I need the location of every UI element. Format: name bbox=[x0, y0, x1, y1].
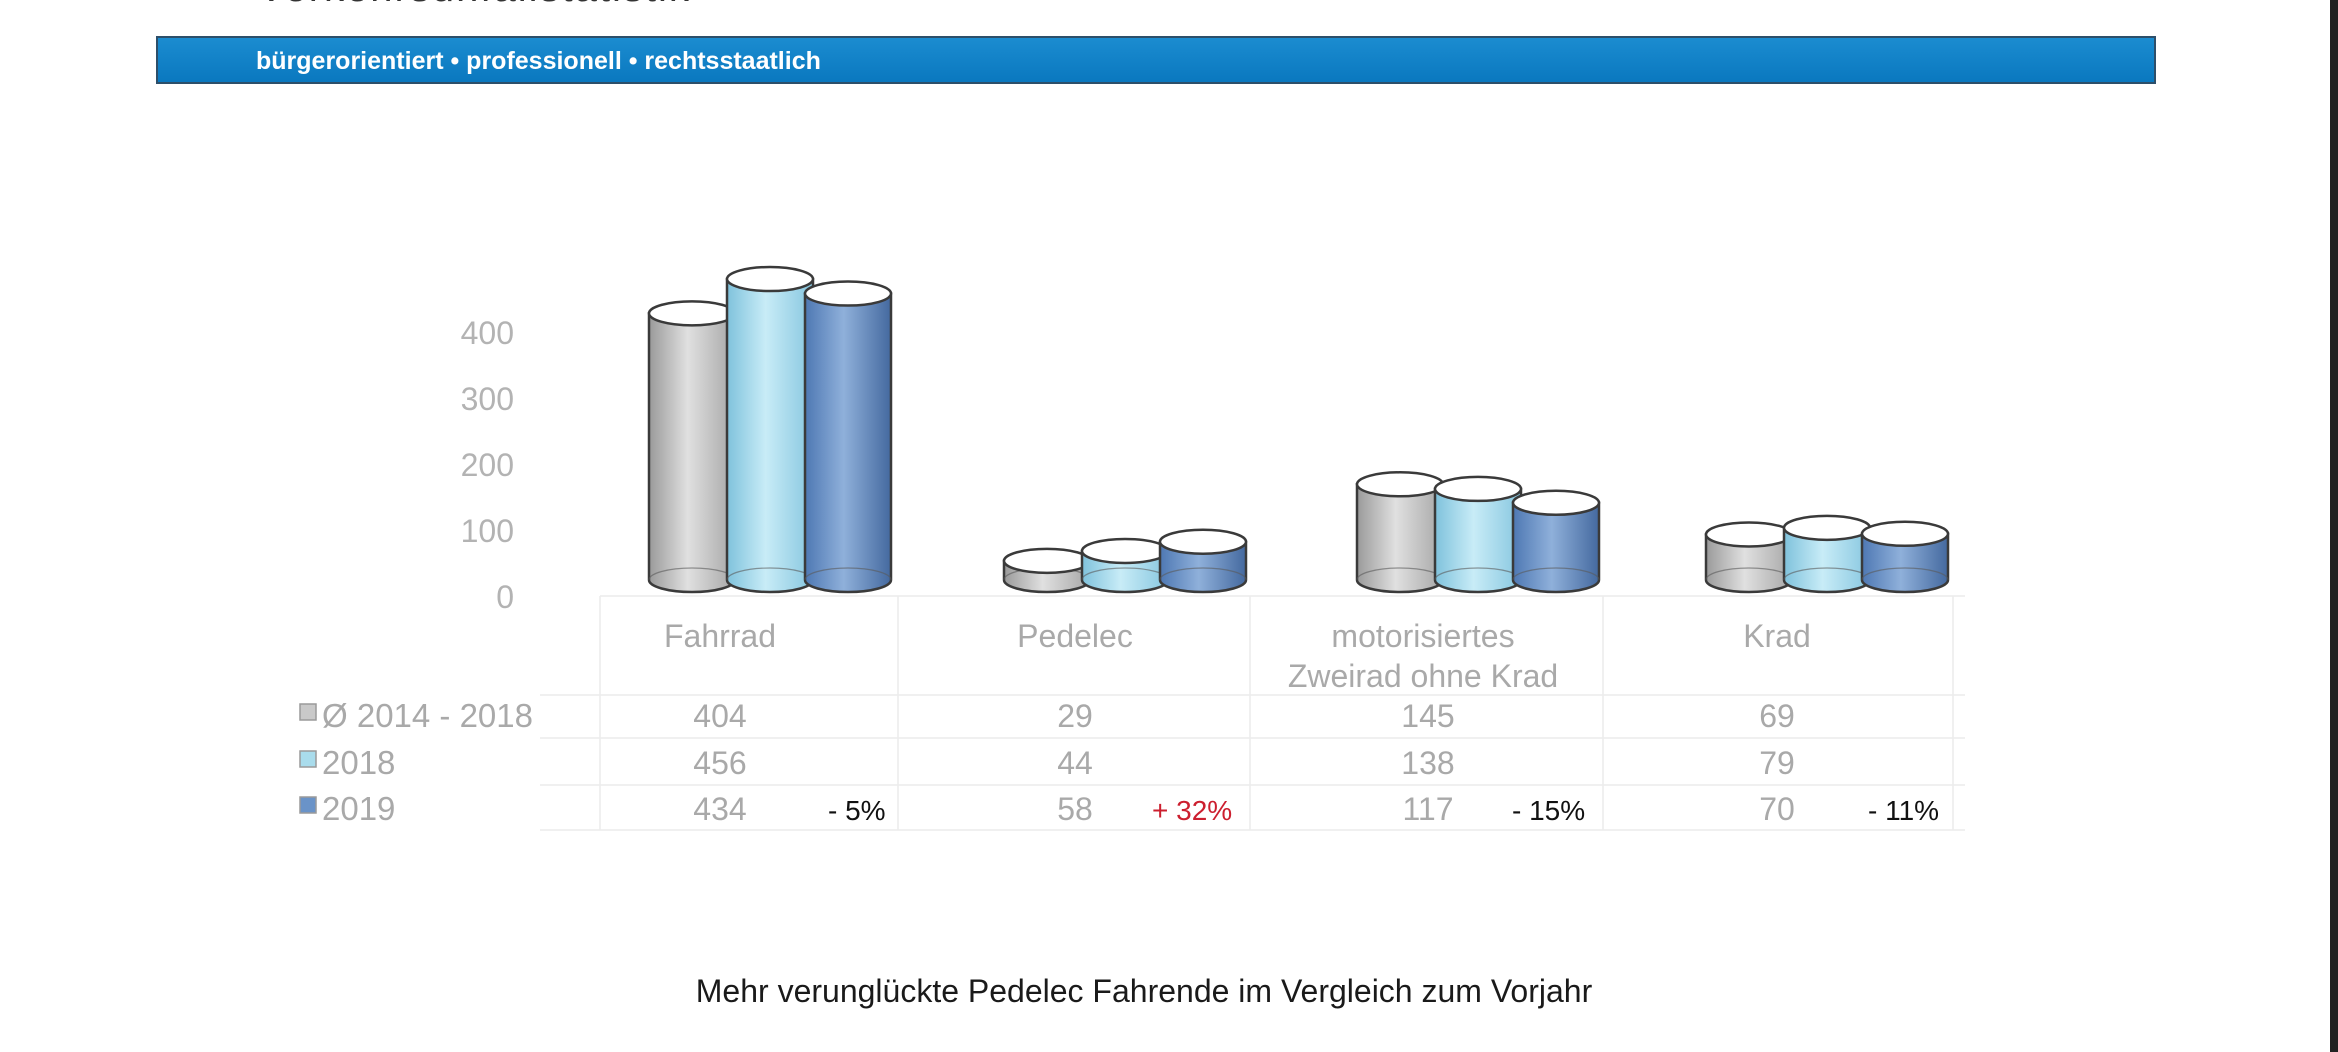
category-label: Pedelec bbox=[1017, 618, 1133, 654]
category-label: motorisiertes Zweirad ohne Krad bbox=[1288, 618, 1558, 694]
table-cell: 117 bbox=[1402, 791, 1453, 827]
bar-top bbox=[1704, 521, 1794, 548]
table-cell: 69 bbox=[1759, 698, 1795, 734]
y-tick-label: 0 bbox=[496, 579, 514, 615]
scan-edge bbox=[2330, 0, 2338, 1052]
y-tick-label: 300 bbox=[461, 381, 514, 417]
legend-label: 2019 bbox=[322, 790, 395, 827]
table-cell: 456 bbox=[693, 745, 746, 781]
table-cell: 29 bbox=[1057, 698, 1093, 734]
bar bbox=[1158, 528, 1248, 594]
bar bbox=[1355, 471, 1445, 594]
bar bbox=[1002, 547, 1092, 594]
bar-top bbox=[1355, 471, 1445, 498]
bar bbox=[647, 300, 737, 594]
banner-tagline: bürgerorientiert • professionell • recht… bbox=[256, 47, 821, 75]
bar bbox=[1511, 489, 1601, 594]
change-label: - 5% bbox=[828, 795, 886, 826]
y-tick-label: 100 bbox=[461, 513, 514, 549]
bar-top bbox=[1002, 547, 1092, 575]
bar-body bbox=[803, 292, 893, 594]
bar-base-back bbox=[804, 567, 892, 581]
category-labels: Fahrrad Pedelec motorisiertes Zweirad ohne … bbox=[664, 618, 1811, 694]
legend-label: Ø 2014 - 2018 bbox=[322, 697, 533, 734]
bar bbox=[1782, 514, 1872, 594]
bar-top bbox=[1860, 520, 1950, 548]
data-table-grid bbox=[540, 595, 1965, 831]
bar-top bbox=[1511, 489, 1601, 517]
bar-base-back bbox=[1512, 567, 1600, 581]
bar bbox=[1433, 475, 1523, 594]
change-label: - 11% bbox=[1868, 795, 1939, 826]
bar-top bbox=[1080, 537, 1170, 565]
data-table: Ø 2014 - 2018 404 29 145 69 2018 456 44 138 79 201… bbox=[299, 697, 1939, 827]
bar-top bbox=[647, 300, 737, 327]
chart-caption: Mehr verunglückte Pedelec Fahrende im Ve… bbox=[695, 973, 1593, 1009]
table-cell: 434 bbox=[693, 791, 746, 827]
bar-body bbox=[647, 312, 737, 594]
bar-top bbox=[1433, 475, 1523, 503]
bar bbox=[1860, 520, 1950, 594]
top-heading-cropped: Verkehrsunfallstatistik bbox=[258, 0, 958, 8]
y-tick-label: 400 bbox=[461, 315, 514, 351]
bar-body bbox=[1355, 483, 1445, 594]
y-tick-label: 200 bbox=[461, 447, 514, 483]
bar bbox=[803, 280, 893, 594]
table-cell: 58 bbox=[1057, 791, 1093, 827]
bar-base-back bbox=[1861, 567, 1949, 581]
legend-swatch bbox=[299, 750, 317, 768]
change-label: - 15% bbox=[1512, 795, 1585, 826]
bar bbox=[1080, 537, 1170, 594]
table-cell: 44 bbox=[1057, 745, 1093, 781]
bar bbox=[725, 265, 815, 594]
table-cell: 145 bbox=[1401, 698, 1454, 734]
table-cell: 70 bbox=[1759, 791, 1795, 827]
bar-top bbox=[803, 280, 893, 307]
y-axis: 0 100 200 300 400 bbox=[461, 315, 514, 615]
bar-top bbox=[1158, 528, 1248, 555]
legend-label: 2018 bbox=[322, 744, 395, 781]
bar bbox=[1704, 521, 1794, 594]
bar-body bbox=[1511, 501, 1601, 594]
change-label: + 32% bbox=[1152, 795, 1232, 826]
legend-swatch bbox=[299, 703, 317, 721]
bar-body bbox=[1158, 540, 1248, 594]
chart-bars bbox=[647, 265, 1950, 594]
table-cell: 404 bbox=[693, 698, 746, 734]
header-banner: bürgerorientiert • professionell • recht… bbox=[156, 36, 2156, 84]
table-cell: 138 bbox=[1401, 745, 1454, 781]
bar-body bbox=[725, 277, 815, 594]
bar-top bbox=[1782, 514, 1872, 542]
legend-swatch bbox=[299, 796, 317, 814]
category-label: Krad bbox=[1743, 618, 1811, 654]
bar-top bbox=[725, 265, 815, 293]
category-label: Fahrrad bbox=[664, 618, 776, 654]
bar-body bbox=[1433, 487, 1523, 594]
table-cell: 79 bbox=[1759, 745, 1795, 781]
bar-base-back bbox=[1159, 567, 1247, 581]
bar-body bbox=[1860, 532, 1950, 594]
